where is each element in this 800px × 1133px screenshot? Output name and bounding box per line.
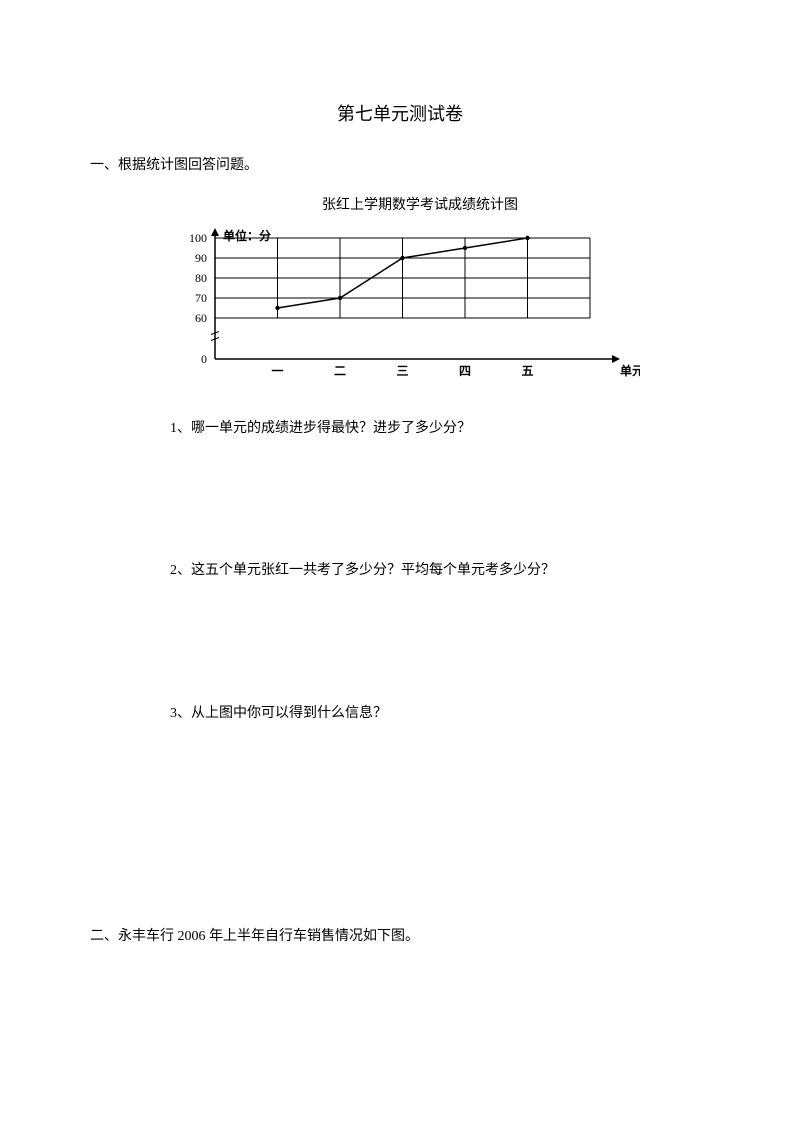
- svg-text:70: 70: [195, 291, 207, 305]
- question-3: 3、从上图中你可以得到什么信息？: [170, 703, 710, 725]
- chart-title: 张红上学期数学考试成绩统计图: [90, 194, 710, 214]
- svg-text:四: 四: [459, 364, 471, 378]
- svg-text:60: 60: [195, 311, 207, 325]
- svg-text:80: 80: [195, 271, 207, 285]
- section2-heading: 二、永丰车行 2006 年上半年自行车销售情况如下图。: [90, 925, 710, 945]
- question-1: 1、哪一单元的成绩进步得最快？进步了多少分？: [170, 418, 710, 440]
- svg-text:90: 90: [195, 251, 207, 265]
- section1-heading: 一、根据统计图回答问题。: [90, 154, 710, 174]
- svg-text:五: 五: [521, 364, 533, 378]
- question-2: 2、这五个单元张红一共考了多少分？平均每个单元考多少分？: [170, 560, 710, 582]
- svg-text:单位：分: 单位：分: [223, 228, 271, 243]
- line-chart: 0 60 70 80 90 100 单位：分一 二 三 四 五 单元: [160, 224, 640, 394]
- svg-text:二: 二: [334, 364, 346, 378]
- page-title: 第七单元测试卷: [90, 100, 710, 126]
- svg-text:100: 100: [189, 231, 207, 245]
- svg-text:三: 三: [396, 364, 408, 378]
- svg-text:0: 0: [201, 352, 207, 366]
- svg-text:一: 一: [271, 364, 283, 378]
- svg-text:单元: 单元: [620, 363, 640, 378]
